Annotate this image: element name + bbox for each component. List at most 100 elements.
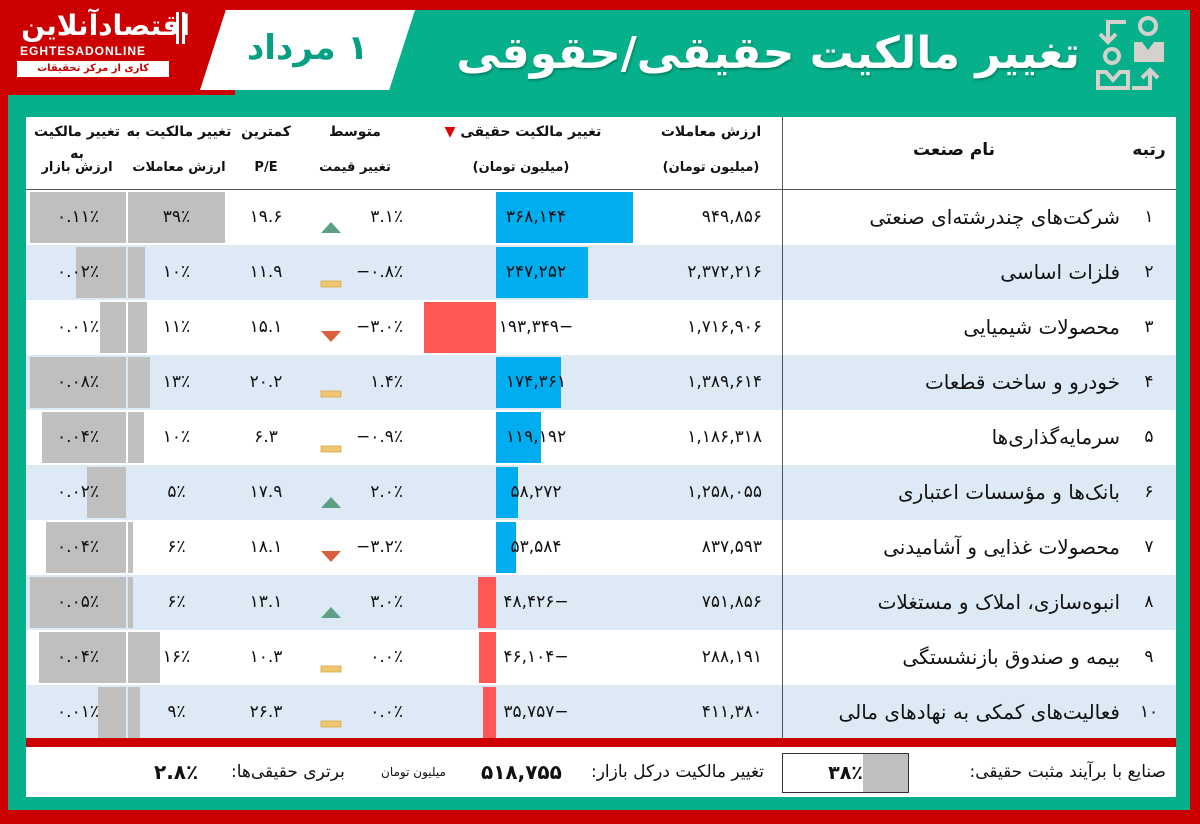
ownership-change-bar: [496, 247, 588, 298]
price-change-cell: −۰.۸٪: [301, 245, 409, 300]
ratio-trade-bar: [128, 357, 150, 408]
ratio-trade-cell: ۹٪: [128, 685, 225, 740]
sort-desc-icon[interactable]: ▼: [444, 124, 456, 140]
ratio-trade-bar: [128, 687, 140, 738]
col-ratio-market[interactable]: تغییر مالکیت به ارزش بازار: [33, 124, 121, 175]
industry-name: فلزات اساسی: [1000, 260, 1120, 284]
total-change-unit: میلیون تومان: [381, 765, 446, 779]
price-change-cell: −۰.۹٪: [301, 410, 409, 465]
ratio-trade-cell: ۵٪: [128, 465, 225, 520]
trend-flat-icon: [320, 280, 342, 288]
rank: ۷: [1144, 537, 1154, 557]
ownership-change-value: ۱۹۳,۳۴۹−: [498, 317, 574, 337]
ownership-change-value: ۲۴۷,۲۵۲: [505, 262, 567, 282]
price-change-value: ۱.۴٪: [370, 372, 403, 392]
total-change-value: ۵۱۸,۷۵۵: [481, 760, 562, 784]
ratio-market-value: ۰.۰۴٪: [57, 427, 99, 447]
ratio-market-bar: [76, 247, 126, 298]
price-change-value: ۰.۰٪: [370, 702, 403, 722]
table-row[interactable]: ۳ محصولات شیمیایی ۱,۷۱۶,۹۰۶ ۱۹۳,۳۴۹− −۳.…: [26, 300, 1176, 355]
trend-flat-icon: [320, 720, 342, 728]
ratio-market-value: ۰.۰۲٪: [57, 262, 99, 282]
ratio-trade-bar: [128, 192, 225, 243]
trade-value: ۱,۱۸۶,۳۱۸: [687, 427, 762, 447]
col-price-change[interactable]: متوسط تغییر قیمت: [319, 124, 391, 175]
ratio-market-bar: [46, 522, 126, 573]
industry-name: خودرو و ساخت قطعات: [924, 370, 1120, 394]
price-change-cell: ۳.۱٪: [301, 190, 409, 245]
trade-value: ۱,۲۵۸,۰۵۵: [687, 482, 762, 502]
table-row[interactable]: ۶ بانک‌ها و مؤسسات اعتباری ۱,۲۵۸,۰۵۵ ۵۸,…: [26, 465, 1176, 520]
trade-value: ۸۳۷,۵۹۳: [701, 537, 762, 557]
ratio-market-cell: ۰.۰۲٪: [30, 245, 126, 300]
retail-advantage-label: برتری حقیقی‌ها:: [231, 762, 345, 782]
summary-bar: صنایع با برآیند مثبت حقیقی: ۳۸٪ تغییر ما…: [26, 747, 1176, 797]
price-change-cell: −۳.۲٪: [301, 520, 409, 575]
pe-value: ۲۶.۳: [249, 702, 283, 722]
ownership-change-cell: ۵۳,۵۸۴: [406, 520, 636, 575]
price-change-cell: ۰.۰٪: [301, 630, 409, 685]
ratio-market-cell: ۰.۰۴٪: [30, 410, 126, 465]
ratio-market-bar: [87, 467, 126, 518]
table-row[interactable]: ۸ انبوه‌سازی، املاک و مستغلات ۷۵۱,۸۵۶ ۴۸…: [26, 575, 1176, 630]
pe-value: ۱۳.۱: [249, 592, 283, 612]
ratio-market-cell: ۰.۱۱٪: [30, 190, 126, 245]
ratio-trade-cell: ۳۹٪: [128, 190, 225, 245]
ratio-market-bar: [100, 302, 126, 353]
rank: ۳: [1144, 317, 1154, 337]
ratio-market-cell: ۰.۰۱٪: [30, 300, 126, 355]
table-row[interactable]: ۱۰ فعالیت‌های کمکی به نهادهای مالی ۴۱۱,۳…: [26, 685, 1176, 740]
pe-value: ۱۵.۱: [249, 317, 283, 337]
col-pe[interactable]: کمترین P/E: [241, 124, 291, 175]
ratio-market-value: ۰.۰۱٪: [57, 317, 99, 337]
ratio-market-value: ۰.۰۸٪: [57, 372, 99, 392]
table-row[interactable]: ۵ سرمایه‌گذاری‌ها ۱,۱۸۶,۳۱۸ ۱۱۹,۱۹۲ −۰.۹…: [26, 410, 1176, 465]
ownership-change-bar: [496, 357, 561, 408]
pe-value: ۲۰.۲: [249, 372, 283, 392]
col-name[interactable]: نام صنعت: [912, 140, 996, 160]
ratio-trade-value: ۶٪: [167, 537, 186, 557]
ratio-market-bar: [42, 412, 126, 463]
trend-up-icon: [321, 607, 341, 618]
trade-value: ۹۴۹,۸۵۶: [701, 207, 762, 227]
industry-name: محصولات شیمیایی: [963, 315, 1120, 339]
ownership-change-value: ۵۳,۵۸۴: [510, 537, 562, 557]
trade-value: ۴۱۱,۳۸۰: [701, 702, 762, 722]
industry-name: بانک‌ها و مؤسسات اعتباری: [897, 480, 1120, 504]
trend-down-icon: [321, 331, 341, 342]
col-ratio-trade[interactable]: تغییر مالکیت به ارزش معاملات: [126, 124, 232, 175]
ratio-trade-value: ۵٪: [167, 482, 186, 502]
ratio-market-cell: ۰.۰۴٪: [30, 630, 126, 685]
ownership-change-value: ۱۷۴,۳۶۱: [505, 372, 567, 392]
ownership-change-bar: [496, 467, 518, 518]
table-row[interactable]: ۱ شرکت‌های چندرشته‌ای صنعتی ۹۴۹,۸۵۶ ۳۶۸,…: [26, 190, 1176, 245]
ratio-trade-cell: ۱۱٪: [128, 300, 225, 355]
ratio-trade-bar: [128, 522, 133, 573]
col-trade-value[interactable]: ارزش معاملات (میلیون تومان): [660, 124, 762, 175]
rank: ۸: [1144, 592, 1154, 612]
ratio-trade-value: ۱۳٪: [162, 372, 191, 392]
price-change-cell: ۱.۴٪: [301, 355, 409, 410]
column-divider: [782, 117, 783, 738]
ownership-change-bar: [496, 192, 633, 243]
table-row[interactable]: ۲ فلزات اساسی ۲,۳۷۲,۲۱۶ ۲۴۷,۲۵۲ −۰.۸٪ ۱۱…: [26, 245, 1176, 300]
table-row[interactable]: ۷ محصولات غذایی و آشامیدنی ۸۳۷,۵۹۳ ۵۳,۵۸…: [26, 520, 1176, 575]
col-ownership-change[interactable]: تغییر مالکیت حقیقی ▼ (میلیون تومان): [444, 124, 602, 175]
ratio-trade-bar: [128, 632, 160, 683]
total-change-label: تغییر مالکیت درکل بازار:: [591, 762, 764, 782]
ratio-market-value: ۰.۰۵٪: [57, 592, 99, 612]
table-row[interactable]: ۹ بیمه و صندوق بازنشستگی ۲۸۸,۱۹۱ ۴۶,۱۰۴−…: [26, 630, 1176, 685]
ownership-change-cell: ۴۸,۴۲۶−: [406, 575, 636, 630]
ownership-change-bar: [424, 302, 496, 353]
ratio-market-value: ۰.۰۴٪: [57, 647, 99, 667]
table-row[interactable]: ۴ خودرو و ساخت قطعات ۱,۳۸۹,۶۱۴ ۱۷۴,۳۶۱ ۱…: [26, 355, 1176, 410]
industry-name: سرمایه‌گذاری‌ها: [991, 425, 1120, 449]
industry-name: محصولات غذایی و آشامیدنی: [883, 535, 1120, 559]
trend-flat-icon: [320, 445, 342, 453]
ratio-trade-cell: ۱۶٪: [128, 630, 225, 685]
price-change-cell: ۰.۰٪: [301, 685, 409, 740]
col-rank[interactable]: رتبه: [1132, 140, 1166, 160]
industry-name: انبوه‌سازی، املاک و مستغلات: [877, 590, 1120, 614]
rank: ۴: [1144, 372, 1154, 392]
industry-name: شرکت‌های چندرشته‌ای صنعتی: [869, 205, 1120, 229]
